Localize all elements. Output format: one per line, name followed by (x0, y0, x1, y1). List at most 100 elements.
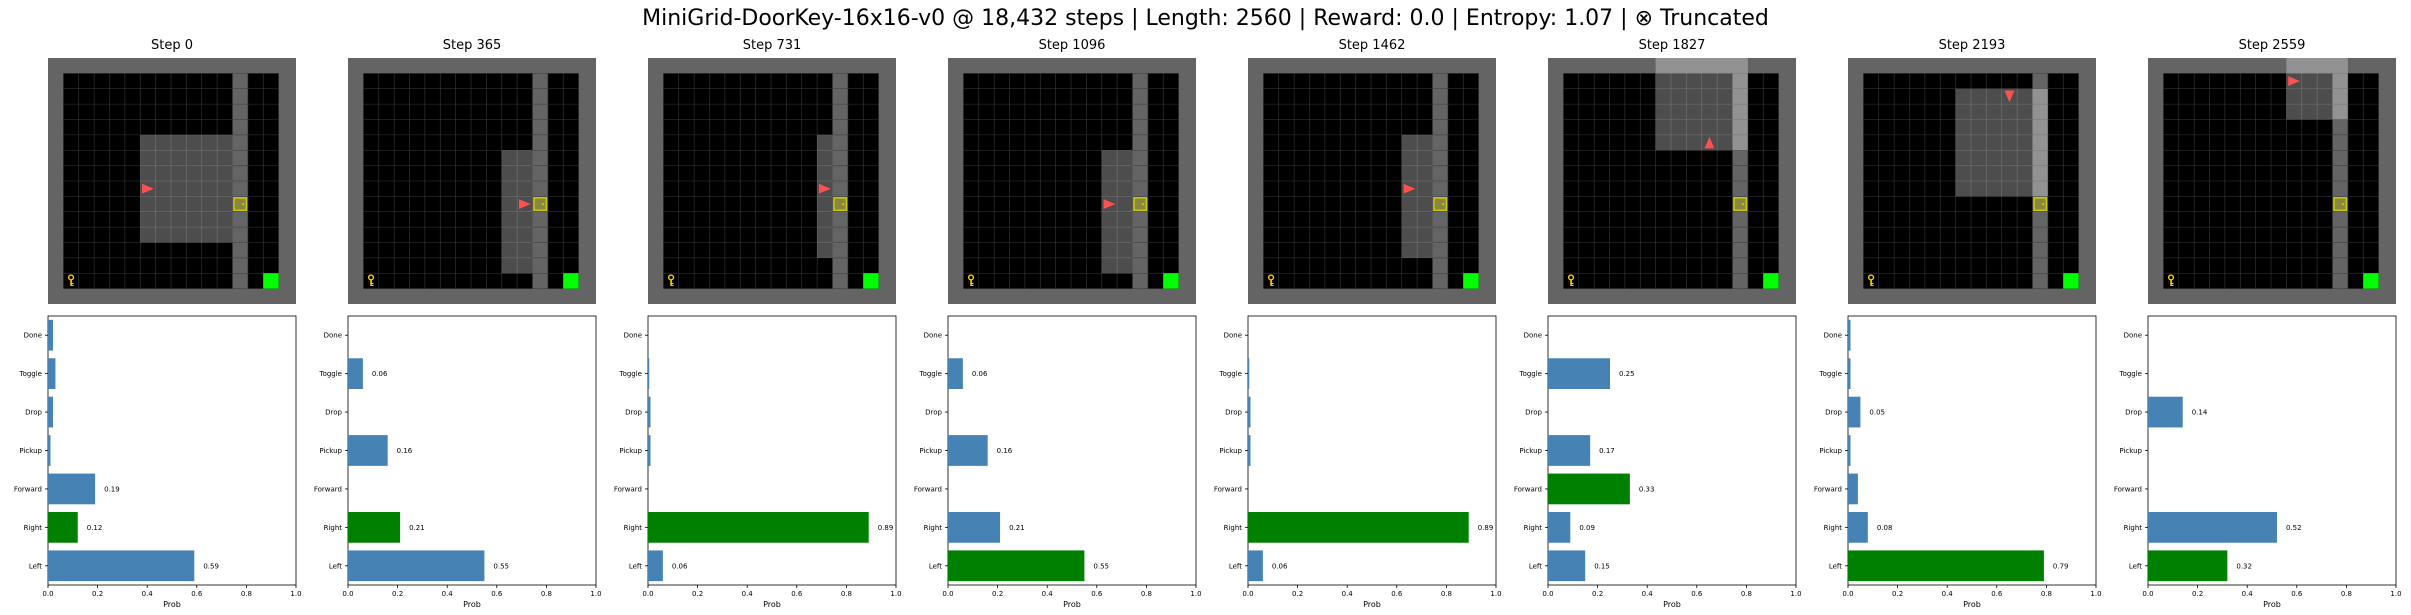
y-tick-label: Done (1824, 332, 1842, 340)
key-icon (1567, 274, 1575, 287)
bar-value-label: 0.06 (372, 370, 388, 378)
action-prob-chart: Left 0.55 Right 0.21 Forward Pickup 0.16 Drop To… (314, 315, 602, 609)
bar-drop (2148, 396, 2183, 428)
y-tick-label: Left (1829, 562, 1842, 570)
bar-toggle (348, 358, 363, 390)
env-grid (1248, 58, 1496, 304)
bar-pickup (1848, 435, 1851, 466)
x-axis-label: Prob (2263, 600, 2281, 609)
step-panel-1: Step 365 Left 0.55 Right 0.21 Forward Pickup 0.… (314, 38, 602, 609)
y-tick-label: Drop (625, 409, 642, 417)
agent-icon (1403, 183, 1416, 194)
bar-value-label: 0.59 (203, 562, 219, 570)
door-handle-icon (542, 203, 545, 206)
x-tick-label: 1.0 (1790, 590, 1801, 598)
x-tick-label: 0.0 (942, 590, 953, 598)
bar-right (1548, 511, 1571, 543)
bar-value-label: 0.21 (409, 524, 425, 532)
x-tick-label: 0.6 (1391, 590, 1403, 598)
action-prob-chart: Left 0.59 Right 0.12 Forward 0.19 Pickup Drop To… (14, 315, 302, 609)
bar-drop (48, 396, 53, 428)
key-icon (367, 274, 375, 287)
step-title: Step 365 (443, 38, 502, 53)
bar-drop (1248, 396, 1251, 428)
x-tick-label: 0.4 (1342, 590, 1354, 598)
bar-value-label: 0.19 (104, 485, 120, 493)
bar-value-label: 0.21 (1009, 524, 1025, 532)
bar-right (348, 511, 401, 543)
goal-icon (863, 273, 879, 289)
x-tick-label: 1.0 (2390, 590, 2401, 598)
y-tick-label: Pickup (919, 447, 942, 455)
agent-icon (518, 199, 531, 210)
env-grid (1548, 58, 1796, 304)
y-tick-label: Toggle (2118, 370, 2142, 378)
x-tick-label: 0.0 (1842, 590, 1853, 598)
door-icon (233, 197, 248, 212)
bar-left (948, 550, 1085, 582)
agent-icon (1704, 136, 1715, 149)
x-tick-label: 0.2 (1892, 590, 1903, 598)
y-tick-label: Pickup (2119, 447, 2142, 455)
bar-value-label: 0.14 (2192, 409, 2208, 417)
step-panel-7: Step 2559 Left 0.32 Right 0.52 Forward Pickup D… (2114, 38, 2402, 609)
y-tick-label: Forward (914, 485, 942, 493)
bar-value-label: 0.09 (1579, 524, 1595, 532)
step-title: Step 1096 (1039, 38, 1106, 53)
y-tick-label: Pickup (1219, 447, 1242, 455)
x-tick-label: 0.6 (491, 590, 503, 598)
x-tick-label: 0.0 (1242, 590, 1253, 598)
bar-value-label: 0.08 (1877, 524, 1893, 532)
y-tick-label: Toggle (618, 370, 642, 378)
y-tick-label: Forward (1514, 485, 1542, 493)
agent-view-highlight (1401, 134, 1433, 258)
x-tick-label: 0.8 (2341, 590, 2352, 598)
y-tick-label: Left (1529, 562, 1542, 570)
door-icon (1733, 197, 1748, 212)
y-tick-label: Forward (1214, 485, 1242, 493)
bar-left (2148, 550, 2228, 582)
step-panel-0: Step 0 Left 0.59 Right 0.12 Forward 0.19 Pickup… (14, 38, 302, 609)
env-grid (348, 58, 596, 304)
x-tick-label: 0.4 (1042, 590, 1054, 598)
x-tick-label: 1.0 (1190, 590, 1201, 598)
x-tick-label: 0.4 (442, 590, 454, 598)
y-tick-label: Pickup (1519, 447, 1542, 455)
x-tick-label: 1.0 (1490, 590, 1501, 598)
key-icon (2167, 274, 2175, 287)
bar-value-label: 0.17 (1599, 447, 1615, 455)
door-handle-icon (842, 203, 845, 206)
bar-toggle (948, 358, 963, 390)
y-tick-label: Forward (14, 485, 42, 493)
step-title: Step 1827 (1639, 38, 1706, 53)
bar-left (1848, 550, 2044, 582)
bar-left (1548, 550, 1586, 582)
x-tick-label: 0.0 (342, 590, 353, 598)
x-tick-label: 1.0 (290, 590, 301, 598)
x-tick-label: 0.4 (1942, 590, 1954, 598)
x-axis-label: Prob (463, 600, 481, 609)
goal-icon (1163, 273, 1179, 289)
agent-icon (142, 183, 154, 194)
y-tick-label: Right (924, 524, 943, 532)
bar-value-label: 0.89 (878, 524, 894, 532)
x-tick-label: 0.6 (1991, 590, 2003, 598)
y-tick-label: Done (1224, 332, 1242, 340)
y-tick-label: Toggle (318, 370, 342, 378)
bar-value-label: 0.55 (493, 562, 509, 570)
step-title: Step 0 (151, 38, 193, 53)
x-tick-label: 0.2 (2192, 590, 2203, 598)
y-tick-label: Toggle (18, 370, 42, 378)
y-tick-label: Right (1224, 524, 1243, 532)
env-grid (948, 58, 1196, 304)
action-prob-chart: Left 0.06 Right 0.89 Forward Pickup Drop Toggle… (1214, 315, 1502, 609)
x-tick-label: 0.0 (2142, 590, 2153, 598)
figure-title: MiniGrid-DoorKey-16x16-v0 @ 18,432 steps… (642, 6, 1769, 31)
x-tick-label: 0.2 (1592, 590, 1603, 598)
door-handle-icon (2342, 203, 2345, 206)
x-tick-label: 0.8 (1741, 590, 1752, 598)
door-handle-icon (1142, 203, 1145, 206)
x-tick-label: 0.6 (191, 590, 203, 598)
